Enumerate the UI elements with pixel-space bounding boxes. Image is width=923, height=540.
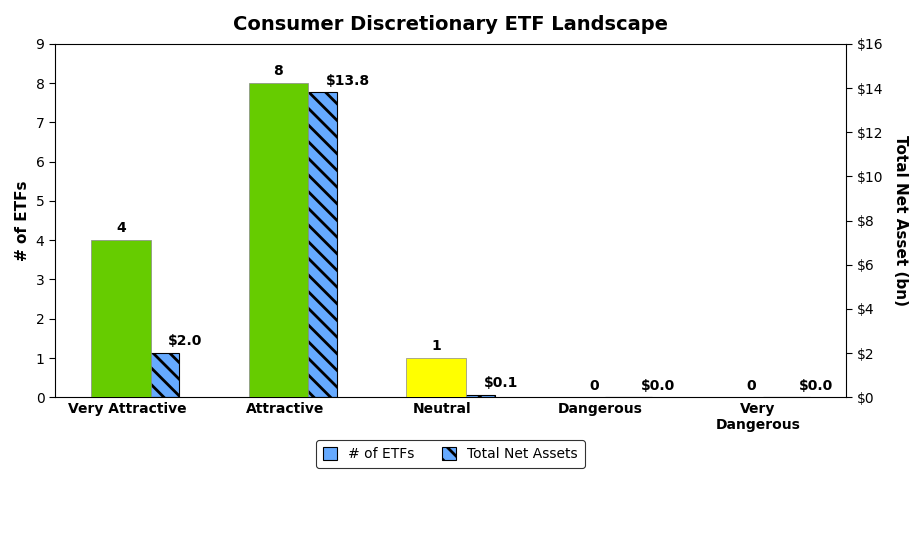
Bar bbox=[406, 358, 466, 397]
Y-axis label: # of ETFs: # of ETFs bbox=[15, 180, 30, 261]
Bar bbox=[290, 92, 337, 397]
Text: $0.0: $0.0 bbox=[799, 379, 833, 393]
Text: $0.0: $0.0 bbox=[641, 379, 676, 393]
Text: 8: 8 bbox=[273, 64, 283, 78]
Text: $2.0: $2.0 bbox=[168, 334, 202, 348]
Title: Consumer Discretionary ETF Landscape: Consumer Discretionary ETF Landscape bbox=[233, 15, 668, 34]
Bar bbox=[448, 395, 495, 397]
Text: 4: 4 bbox=[116, 221, 126, 235]
Text: 1: 1 bbox=[431, 339, 441, 353]
Y-axis label: Total Net Asset (bn): Total Net Asset (bn) bbox=[893, 135, 908, 306]
Text: $0.1: $0.1 bbox=[484, 376, 518, 390]
Bar bbox=[132, 353, 179, 397]
Bar bbox=[90, 240, 150, 397]
Text: 0: 0 bbox=[589, 379, 599, 393]
Text: 0: 0 bbox=[747, 379, 757, 393]
Text: $13.8: $13.8 bbox=[326, 74, 370, 88]
Legend: # of ETFs, Total Net Assets: # of ETFs, Total Net Assets bbox=[316, 440, 585, 468]
Bar bbox=[248, 83, 308, 397]
